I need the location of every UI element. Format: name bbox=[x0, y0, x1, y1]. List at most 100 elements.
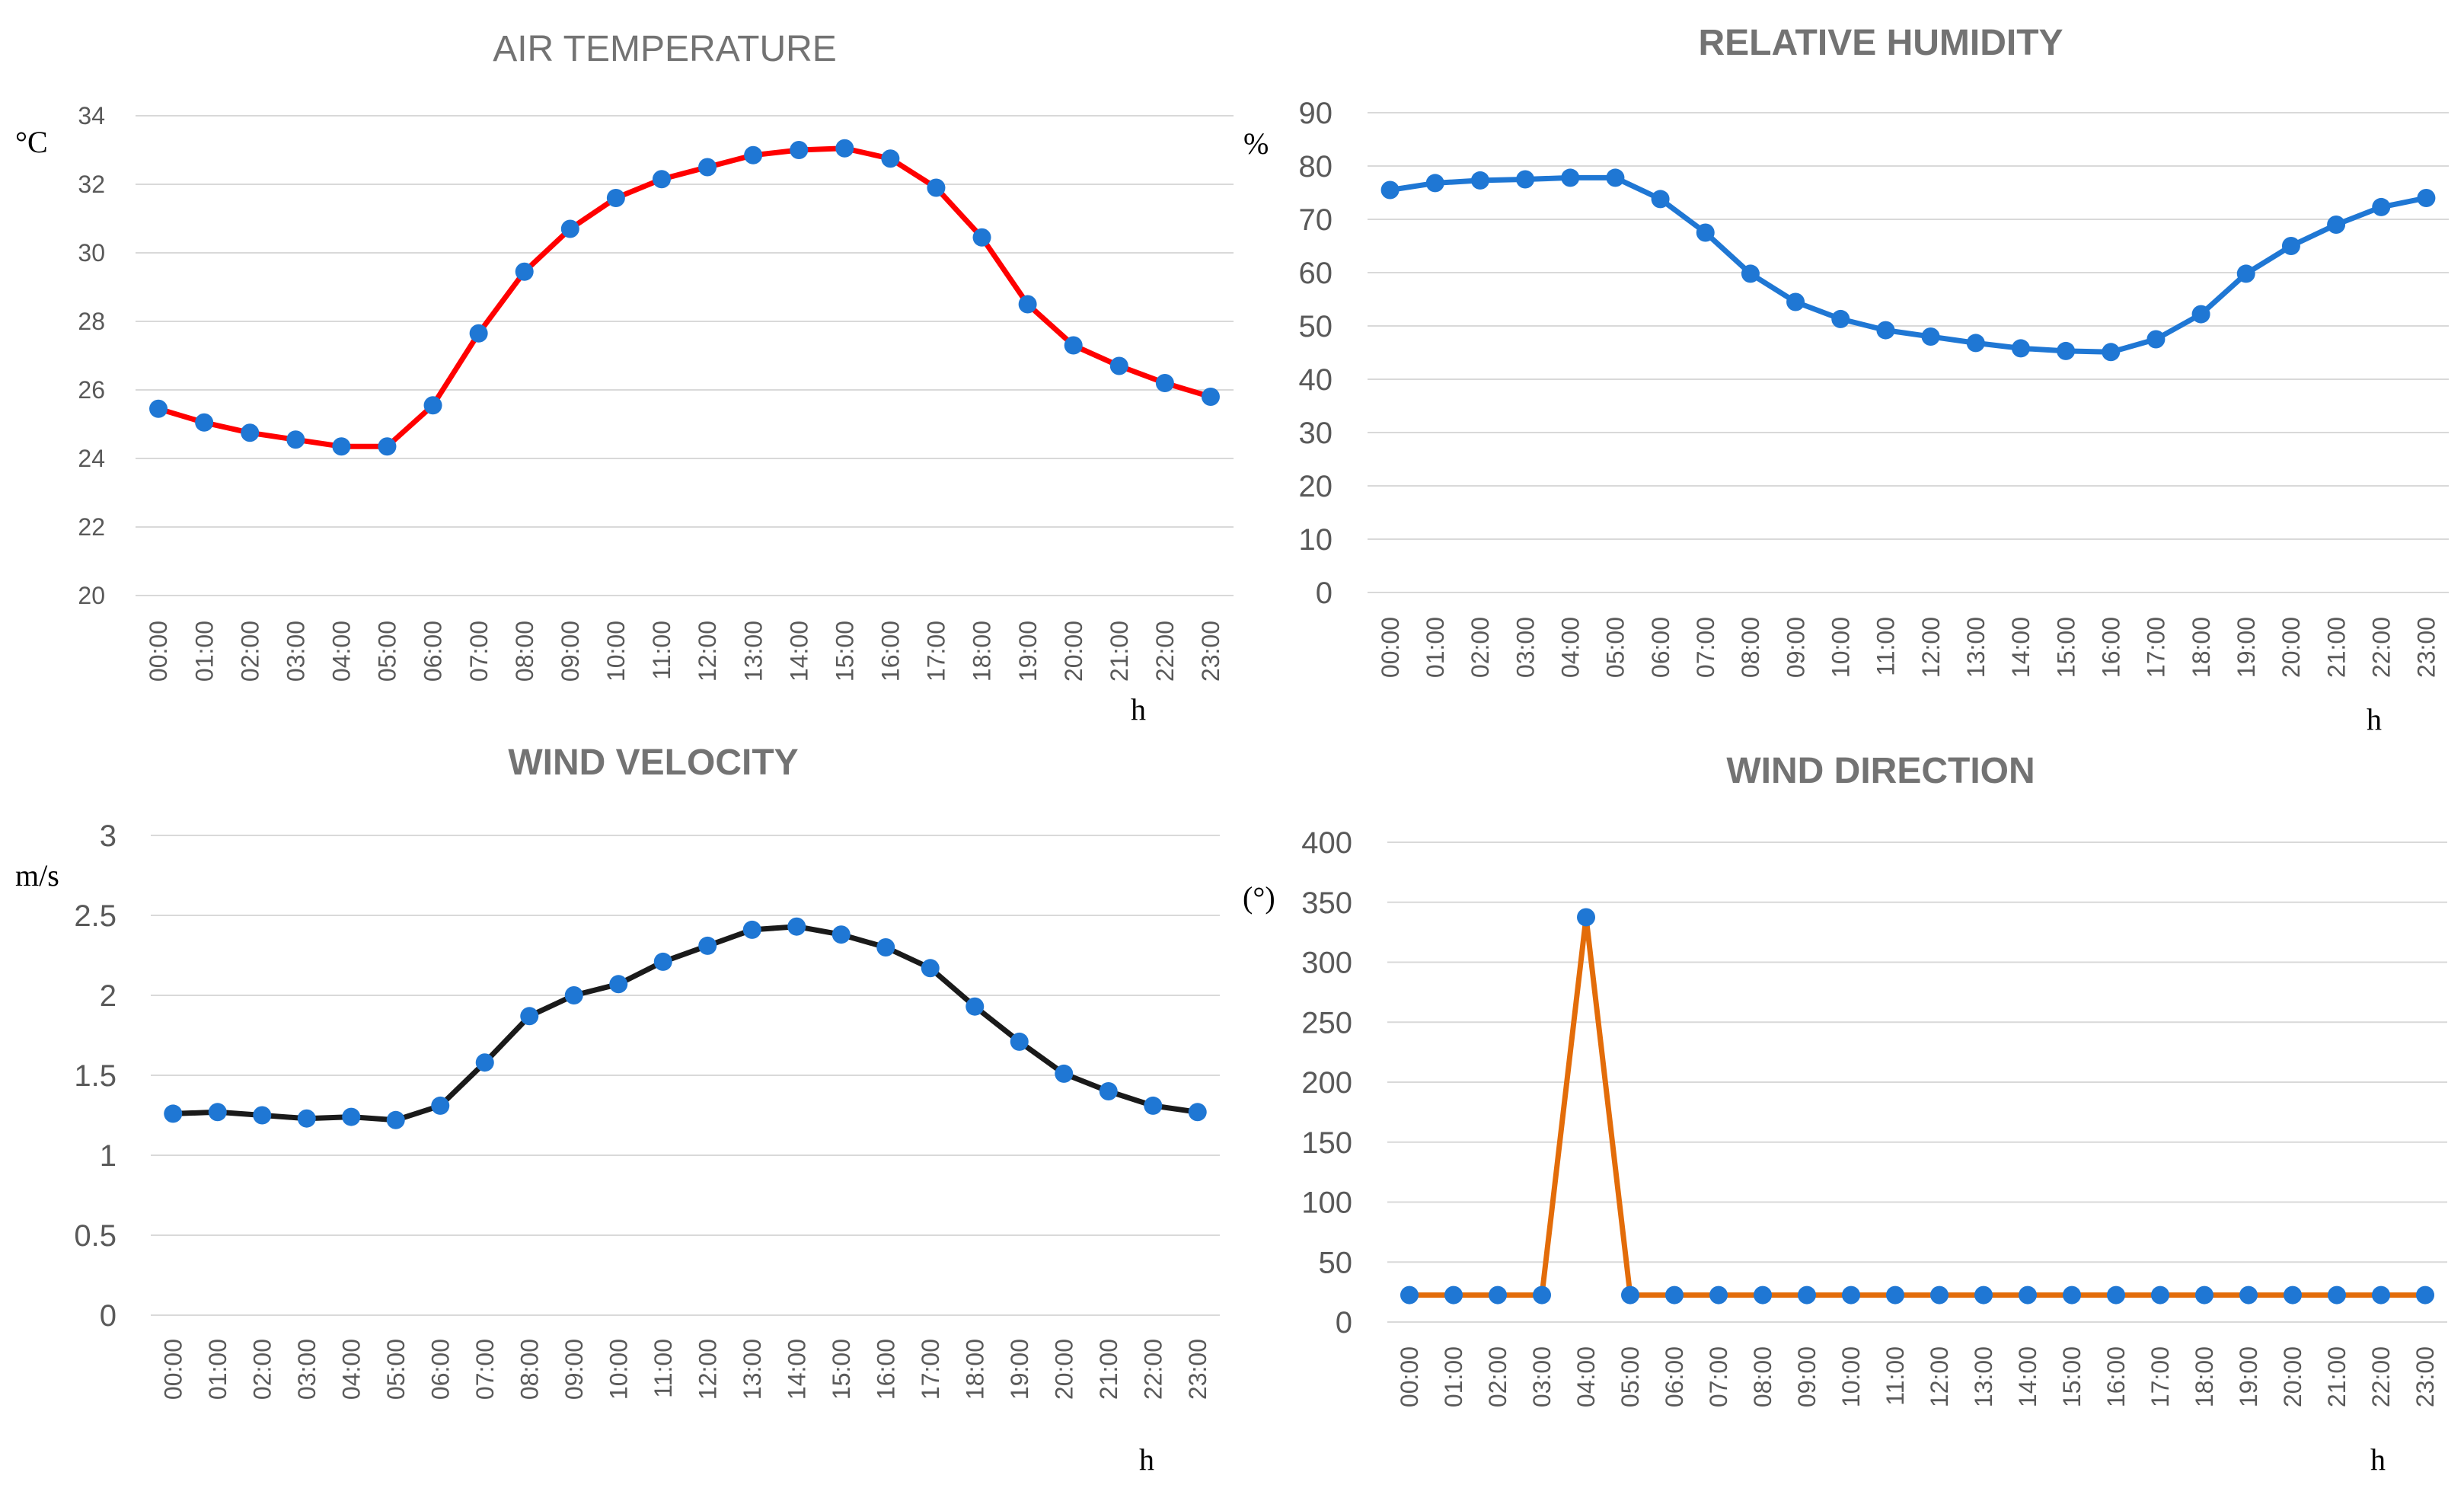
air-temperature-x-tick-label: 21:00 bbox=[1106, 621, 1133, 682]
air-temperature-data-point bbox=[560, 219, 579, 238]
wind-direction-data-point bbox=[1665, 1285, 1684, 1305]
wind-direction-y-tick-label: 150 bbox=[1301, 1126, 1352, 1160]
wind-velocity-x-tick-label: 05:00 bbox=[382, 1339, 410, 1400]
air-temperature-data-point bbox=[606, 189, 625, 207]
air-temperature-data-point bbox=[469, 324, 488, 343]
relative-humidity-data-point bbox=[1876, 321, 1895, 340]
wind-velocity-x-tick-label: 08:00 bbox=[515, 1339, 543, 1400]
wind-velocity-data-point bbox=[1010, 1032, 1029, 1051]
wind-direction-x-tick-label: 23:00 bbox=[2411, 1346, 2439, 1407]
wind-velocity-x-tick-label: 16:00 bbox=[872, 1339, 899, 1400]
relative-humidity-data-point bbox=[1741, 264, 1760, 283]
relative-humidity-x-tick-label: 09:00 bbox=[1782, 617, 1809, 678]
relative-humidity-y-tick-label: 90 bbox=[1299, 97, 1333, 130]
relative-humidity-y-tick-label: 10 bbox=[1299, 523, 1333, 557]
wind-velocity-x-tick-label: 12:00 bbox=[694, 1339, 721, 1400]
wind-velocity-x-tick-label: 01:00 bbox=[204, 1339, 231, 1400]
wind-direction-data-point bbox=[1886, 1285, 1904, 1305]
relative-humidity-x-tick-label: 06:00 bbox=[1647, 617, 1674, 678]
wind-direction-x-tick-label: 21:00 bbox=[2323, 1346, 2351, 1407]
air-temperature-x-tick-label: 14:00 bbox=[785, 621, 812, 682]
air-temperature-y-tick-label: 30 bbox=[78, 239, 105, 267]
air-temperature-x-tick-label: 03:00 bbox=[282, 621, 309, 682]
wind-direction-x-tick-label: 16:00 bbox=[2102, 1346, 2130, 1407]
relative-humidity-y-tick-label: 60 bbox=[1299, 257, 1333, 290]
wind-velocity-data-point bbox=[208, 1103, 227, 1122]
wind-velocity-y-tick-label: 3 bbox=[100, 819, 116, 853]
relative-humidity-data-point bbox=[2146, 330, 2166, 349]
wind-velocity-x-tick-label: 21:00 bbox=[1095, 1339, 1122, 1400]
wind-velocity-x-tick-label: 09:00 bbox=[560, 1339, 588, 1400]
wind-velocity-data-point bbox=[1188, 1103, 1207, 1122]
wind-direction-data-point bbox=[1709, 1285, 1728, 1305]
air-temperature-data-point bbox=[515, 262, 534, 281]
wind-direction-x-tick-label: 08:00 bbox=[1749, 1346, 1776, 1407]
wind-velocity-x-axis-label: h bbox=[1139, 1442, 1154, 1477]
wind-direction-x-tick-label: 00:00 bbox=[1396, 1346, 1423, 1407]
wind-velocity-data-point bbox=[386, 1110, 405, 1129]
air-temperature-y-tick-label: 26 bbox=[78, 376, 105, 404]
air-temperature-chart: AIR TEMPERATURE 20 22 24 26 28 30 32 34 00:00 01:0… bbox=[15, 29, 1234, 727]
wind-velocity-y-tick-label: 2 bbox=[100, 979, 116, 1013]
relative-humidity-x-tick-label: 00:00 bbox=[1377, 617, 1404, 678]
air-temperature-x-tick-label: 16:00 bbox=[877, 621, 905, 682]
wind-direction-y-tick-label: 350 bbox=[1301, 886, 1352, 920]
wind-velocity-x-tick-label: 23:00 bbox=[1184, 1339, 1211, 1400]
relative-humidity-x-tick-label: 04:00 bbox=[1556, 617, 1584, 678]
wind-direction-x-tick-label: 11:00 bbox=[1882, 1346, 1909, 1406]
wind-velocity-data-point bbox=[297, 1109, 316, 1128]
relative-humidity-x-tick-label: 11:00 bbox=[1872, 617, 1900, 676]
relative-humidity-x-tick-label: 16:00 bbox=[2097, 617, 2124, 678]
wind-direction-x-tick-label: 06:00 bbox=[1661, 1346, 1688, 1407]
relative-humidity-x-tick-label: 12:00 bbox=[1917, 617, 1945, 678]
relative-humidity-data-point bbox=[1425, 174, 1444, 193]
wind-direction-y-tick-label: 200 bbox=[1301, 1066, 1352, 1100]
relative-humidity-data-point bbox=[1380, 180, 1400, 200]
wind-direction-data-point bbox=[2239, 1285, 2258, 1305]
wind-velocity-data-point bbox=[831, 925, 851, 944]
relative-humidity-data-point bbox=[2281, 237, 2300, 255]
air-temperature-data-point bbox=[790, 141, 809, 159]
air-temperature-data-point bbox=[195, 413, 214, 432]
air-temperature-x-tick-label: 04:00 bbox=[328, 621, 356, 682]
air-temperature-data-point bbox=[286, 430, 305, 449]
wind-velocity-y-tick-label: 0.5 bbox=[74, 1219, 116, 1253]
air-temperature-x-tick-label: 18:00 bbox=[969, 621, 996, 682]
wind-velocity-data-point bbox=[253, 1106, 272, 1125]
wind-velocity-x-tick-label: 22:00 bbox=[1139, 1339, 1167, 1400]
wind-velocity-y-tick-label: 2.5 bbox=[74, 899, 116, 933]
relative-humidity-x-tick-label: 05:00 bbox=[1602, 617, 1629, 678]
air-temperature-data-point bbox=[1018, 295, 1037, 314]
wind-direction-chart: WIND DIRECTION 0 50 100 150 200 250 300 350 400 00… bbox=[1243, 751, 2447, 1477]
air-temperature-x-tick-label: 02:00 bbox=[236, 621, 263, 682]
wind-velocity-data-point bbox=[520, 1007, 539, 1026]
relative-humidity-y-axis-label: % bbox=[1243, 126, 1269, 161]
relative-humidity-data-point bbox=[2236, 264, 2255, 283]
wind-velocity-x-tick-label: 18:00 bbox=[961, 1339, 988, 1400]
wind-direction-x-tick-label: 01:00 bbox=[1440, 1346, 1467, 1407]
wind-velocity-data-point bbox=[1055, 1064, 1074, 1083]
air-temperature-x-tick-label: 11:00 bbox=[648, 621, 675, 680]
relative-humidity-y-tick-label: 50 bbox=[1299, 310, 1333, 343]
wind-direction-x-tick-label: 03:00 bbox=[1528, 1346, 1556, 1407]
wind-direction-x-tick-label: 05:00 bbox=[1617, 1346, 1644, 1407]
air-temperature-x-tick-label: 08:00 bbox=[511, 621, 538, 682]
air-temperature-data-point bbox=[332, 437, 351, 456]
wind-velocity-y-tick-label: 1.5 bbox=[74, 1059, 116, 1093]
air-temperature-x-tick-label: 13:00 bbox=[739, 621, 767, 682]
relative-humidity-data-point bbox=[1606, 168, 1625, 187]
relative-humidity-data-point bbox=[2327, 216, 2346, 234]
air-temperature-x-tick-label: 05:00 bbox=[374, 621, 401, 682]
air-temperature-x-tick-label: 20:00 bbox=[1060, 621, 1087, 682]
wind-direction-data-point bbox=[2372, 1285, 2390, 1305]
wind-direction-x-tick-label: 18:00 bbox=[2191, 1346, 2218, 1407]
air-temperature-y-tick-label: 20 bbox=[78, 582, 105, 609]
relative-humidity-data-point bbox=[1696, 223, 1715, 242]
relative-humidity-data-point bbox=[1786, 292, 1805, 311]
relative-humidity-data-point bbox=[2191, 305, 2210, 324]
wind-direction-x-tick-label: 09:00 bbox=[1793, 1346, 1821, 1407]
wind-direction-y-tick-label: 400 bbox=[1301, 826, 1352, 860]
relative-humidity-y-tick-label: 70 bbox=[1299, 203, 1333, 237]
wind-direction-x-tick-label: 15:00 bbox=[2058, 1346, 2086, 1407]
wind-direction-data-point bbox=[2416, 1285, 2434, 1305]
